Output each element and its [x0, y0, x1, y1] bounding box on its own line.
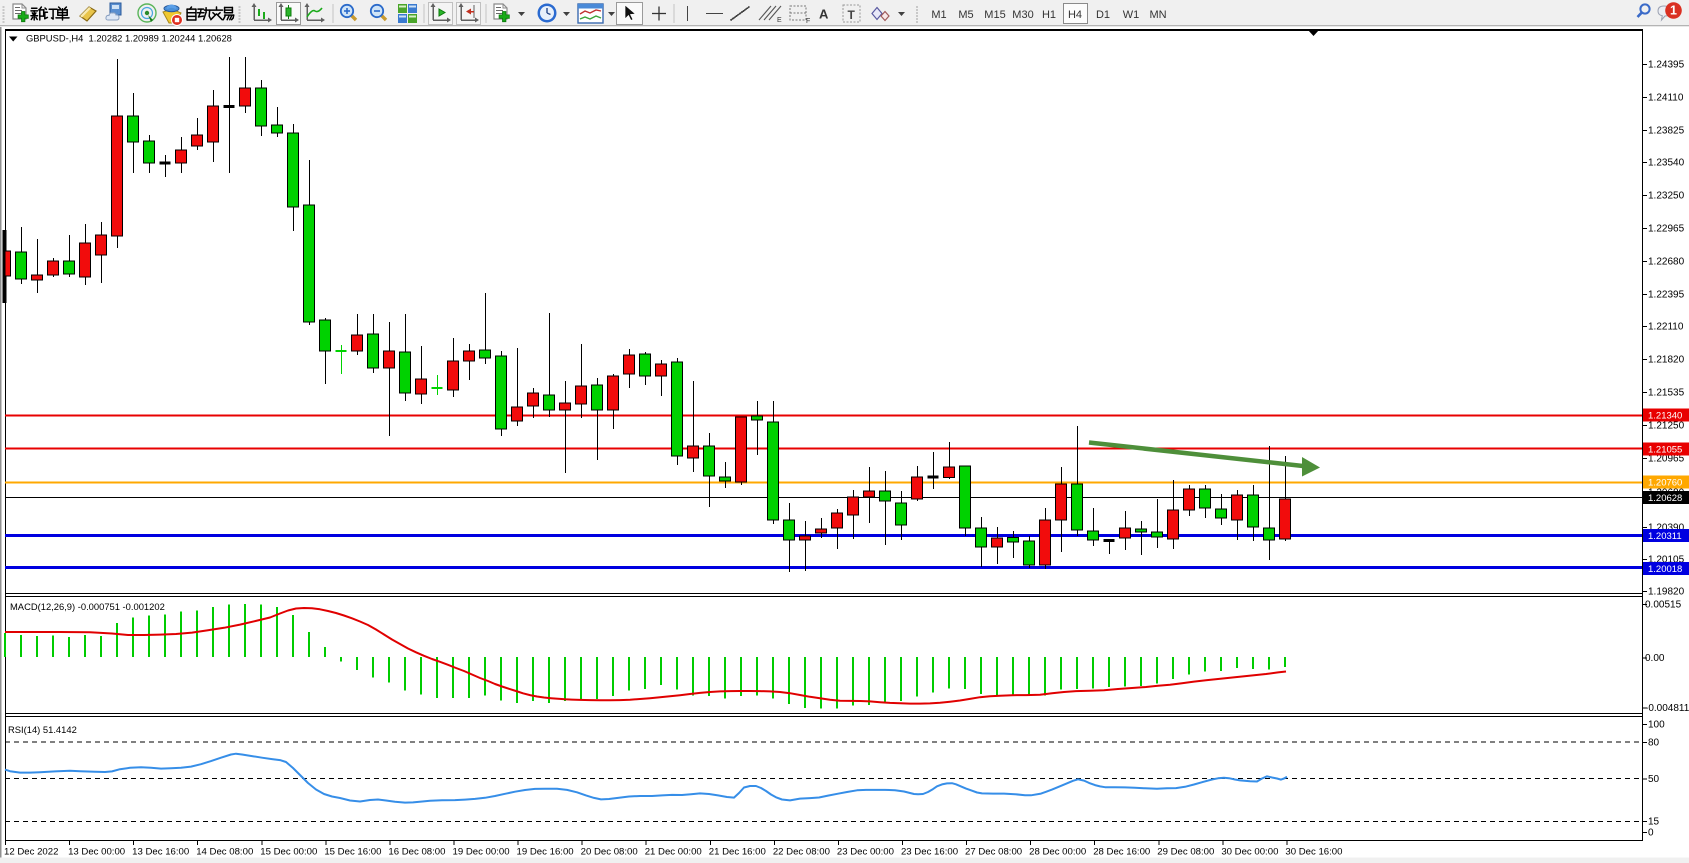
svg-text:19 Dec 00:00: 19 Dec 00:00: [452, 847, 509, 858]
svg-text:W1: W1: [1123, 9, 1140, 21]
svg-text:28 Dec 16:00: 28 Dec 16:00: [1093, 847, 1150, 858]
svg-text:MN: MN: [1149, 9, 1166, 21]
svg-text:13 Dec 16:00: 13 Dec 16:00: [132, 847, 189, 858]
svg-text:1.20628: 1.20628: [1648, 493, 1682, 504]
svg-text:H1: H1: [1042, 9, 1056, 21]
svg-text:GBPUSD-,H4 1.20282 1.20989 1.: GBPUSD-,H4 1.20282 1.20989 1.20244 1.206…: [26, 33, 232, 44]
svg-text:T: T: [848, 8, 856, 22]
svg-text:1.23540: 1.23540: [1648, 158, 1685, 169]
svg-text:14 Dec 08:00: 14 Dec 08:00: [196, 847, 253, 858]
svg-text:1.19820: 1.19820: [1648, 587, 1685, 598]
svg-text:D1: D1: [1096, 9, 1110, 21]
svg-text:1.20018: 1.20018: [1648, 564, 1682, 575]
svg-text:F: F: [806, 18, 810, 25]
svg-text:29 Dec 08:00: 29 Dec 08:00: [1157, 847, 1214, 858]
svg-text:1.23825: 1.23825: [1648, 126, 1685, 137]
svg-text:12 Dec 2022: 12 Dec 2022: [4, 847, 58, 858]
svg-text:H4: H4: [1068, 9, 1082, 21]
svg-text:50: 50: [1648, 774, 1660, 785]
svg-text:1.22110: 1.22110: [1648, 322, 1684, 333]
svg-text:80: 80: [1648, 738, 1660, 749]
svg-text:1.20311: 1.20311: [1648, 531, 1682, 542]
svg-text:M15: M15: [984, 9, 1005, 21]
svg-text:1.21250: 1.21250: [1648, 421, 1685, 432]
svg-text:M30: M30: [1012, 9, 1033, 21]
svg-text:0.00: 0.00: [1645, 653, 1665, 664]
svg-text:1: 1: [1670, 4, 1677, 18]
svg-text:27 Dec 08:00: 27 Dec 08:00: [965, 847, 1022, 858]
svg-text:1.22965: 1.22965: [1648, 224, 1685, 235]
svg-text:1.23250: 1.23250: [1648, 191, 1685, 202]
svg-text:19 Dec 16:00: 19 Dec 16:00: [517, 847, 574, 858]
svg-text:M1: M1: [931, 9, 946, 21]
svg-text:23 Dec 16:00: 23 Dec 16:00: [901, 847, 958, 858]
svg-text:1.21820: 1.21820: [1648, 355, 1685, 366]
svg-text:21 Dec 16:00: 21 Dec 16:00: [709, 847, 766, 858]
svg-text:1.24395: 1.24395: [1648, 60, 1685, 71]
svg-text:1.21340: 1.21340: [1648, 411, 1682, 422]
svg-text:15 Dec 00:00: 15 Dec 00:00: [260, 847, 317, 858]
svg-text:1.20105: 1.20105: [1648, 555, 1685, 566]
svg-text:15: 15: [1648, 817, 1660, 828]
svg-text:1.21535: 1.21535: [1648, 388, 1685, 399]
svg-text:16 Dec 08:00: 16 Dec 08:00: [388, 847, 445, 858]
svg-text:1.22395: 1.22395: [1648, 290, 1685, 301]
svg-text:-0.004811: -0.004811: [1645, 703, 1689, 714]
svg-text:13 Dec 00:00: 13 Dec 00:00: [68, 847, 125, 858]
svg-text:30 Dec 00:00: 30 Dec 00:00: [1221, 847, 1278, 858]
svg-text:23 Dec 00:00: 23 Dec 00:00: [837, 847, 894, 858]
svg-text:MACD(12,26,9) -0.000751 -0.001: MACD(12,26,9) -0.000751 -0.001202: [10, 601, 165, 612]
svg-text:21 Dec 00:00: 21 Dec 00:00: [645, 847, 702, 858]
svg-text:A: A: [819, 7, 829, 22]
svg-text:1.20390: 1.20390: [1648, 523, 1685, 534]
svg-text:20 Dec 08:00: 20 Dec 08:00: [581, 847, 638, 858]
svg-text:1.20965: 1.20965: [1648, 454, 1685, 465]
svg-text:E: E: [777, 17, 782, 24]
svg-text:1.22680: 1.22680: [1648, 257, 1685, 268]
svg-text:M5: M5: [958, 9, 973, 21]
svg-text:15 Dec 16:00: 15 Dec 16:00: [324, 847, 381, 858]
svg-text:100: 100: [1648, 720, 1665, 731]
svg-text:1.24110: 1.24110: [1648, 93, 1684, 104]
svg-text:22 Dec 08:00: 22 Dec 08:00: [773, 847, 830, 858]
svg-text:0.00515: 0.00515: [1645, 600, 1682, 611]
svg-text:30 Dec 16:00: 30 Dec 16:00: [1285, 847, 1342, 858]
svg-text:1.20760: 1.20760: [1648, 478, 1682, 489]
svg-text:28 Dec 00:00: 28 Dec 00:00: [1029, 847, 1086, 858]
svg-text:RSI(14) 51.4142: RSI(14) 51.4142: [8, 724, 77, 735]
svg-text:0: 0: [1648, 828, 1654, 839]
svg-text:1.21055: 1.21055: [1648, 445, 1682, 456]
